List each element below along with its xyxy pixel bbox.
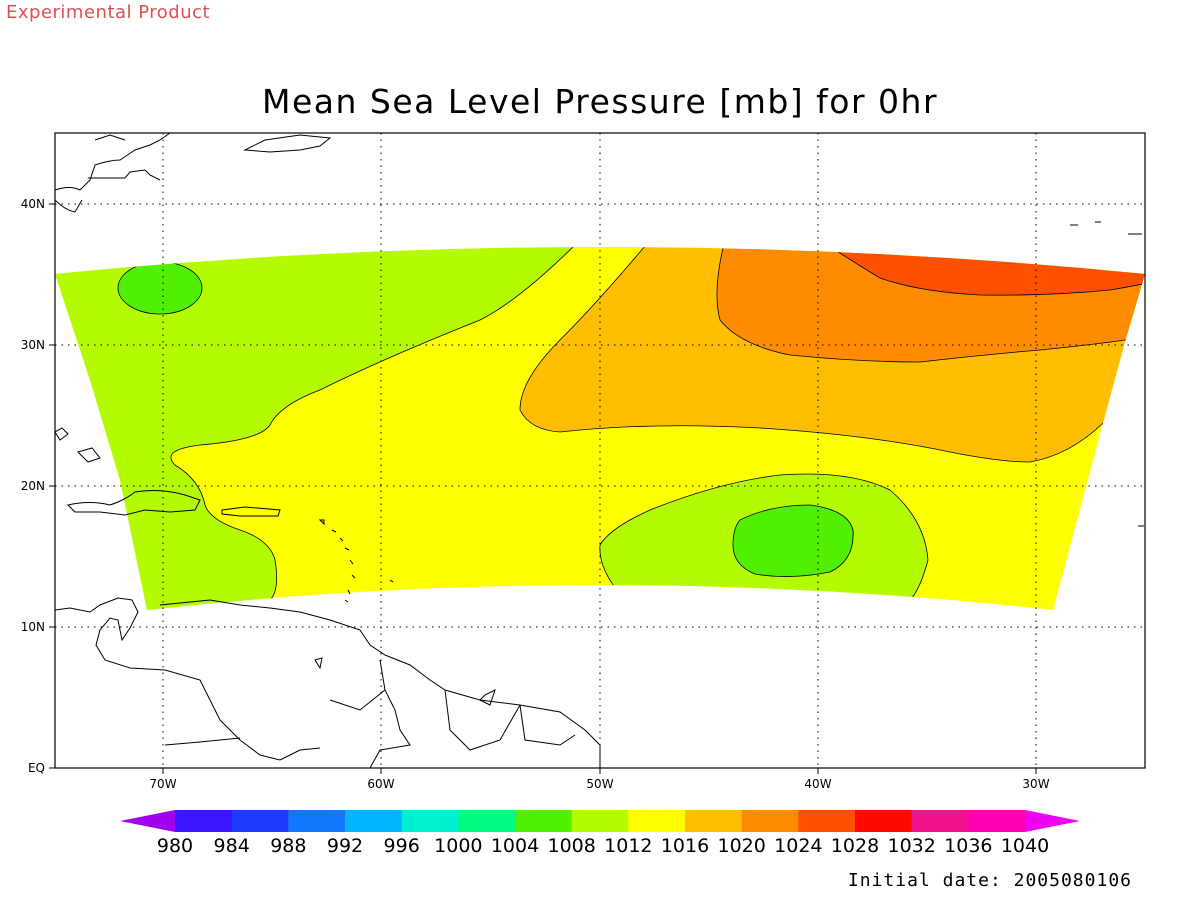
colorbar-box [741, 810, 799, 832]
colorbar-box [571, 810, 629, 832]
colorbar-label: 1040 [1001, 835, 1049, 857]
colorbar-arrow-high [1025, 810, 1080, 832]
pressure-field [55, 247, 1145, 610]
lon-tick-30w: 30W [1022, 777, 1049, 791]
lon-tick-40w: 40W [804, 777, 831, 791]
colorbar-box [515, 810, 573, 832]
colorbar-box [798, 810, 856, 832]
region-1008-1012-west [55, 247, 581, 610]
experimental-product-label: Experimental Product [6, 2, 211, 23]
colorbar-label: 1024 [774, 835, 822, 857]
colorbar: 980 984 988 992 996 1000 1004 1008 1012 1016 1020 1… [120, 810, 1080, 857]
initial-date-label: Initial date: 2005080106 [847, 870, 1132, 891]
colorbar-label: 992 [327, 835, 363, 857]
lat-tick-eq: EQ [28, 761, 45, 775]
colorbar-box [968, 810, 1026, 832]
lat-tick-20n: 20N [21, 479, 45, 493]
colorbar-box [345, 810, 403, 832]
region-1004-1008-central [732, 504, 854, 577]
colorbar-box [401, 810, 459, 832]
colorbar-label: 984 [214, 835, 250, 857]
colorbar-label: 1000 [434, 835, 482, 857]
colorbar-box [911, 810, 969, 832]
lon-tick-70w: 70W [149, 777, 176, 791]
lat-tick-10n: 10N [21, 620, 45, 634]
region-1004-1008-west [117, 261, 203, 315]
lon-axis-labels: 70W 60W 50W 40W 30W [149, 777, 1049, 791]
lat-tick-30n: 30N [21, 338, 45, 352]
colorbar-label: 1004 [491, 835, 539, 857]
colorbar-label: 1036 [944, 835, 992, 857]
colorbar-box [458, 810, 516, 832]
colorbar-label: 988 [270, 835, 306, 857]
colorbar-box [288, 810, 346, 832]
colorbar-label: 1032 [887, 835, 935, 857]
tick-marks [49, 203, 1037, 774]
lon-tick-60w: 60W [367, 777, 394, 791]
map-title: Mean Sea Level Pressure [mb] for 0hr [261, 82, 939, 121]
colorbar-label: 1016 [661, 835, 709, 857]
lat-tick-40n: 40N [21, 197, 45, 211]
colorbar-box [628, 810, 686, 832]
lat-axis-labels: 40N 30N 20N 10N EQ [21, 197, 45, 775]
colorbar-arrow-low [120, 810, 175, 832]
colorbar-label: 996 [384, 835, 420, 857]
colorbar-label: 1028 [831, 835, 879, 857]
colorbar-label: 1012 [604, 835, 652, 857]
colorbar-box [685, 810, 743, 832]
colorbar-label: 1008 [547, 835, 595, 857]
colorbar-box [855, 810, 913, 832]
colorbar-label: 980 [157, 835, 193, 857]
coastlines [55, 133, 1144, 768]
lon-tick-50w: 50W [586, 777, 613, 791]
colorbar-box [231, 810, 289, 832]
colorbar-box [175, 810, 233, 832]
colorbar-label: 1020 [717, 835, 765, 857]
